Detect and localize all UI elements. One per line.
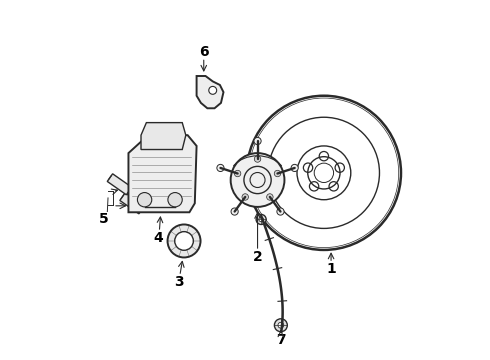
Circle shape [254, 138, 261, 145]
Polygon shape [120, 193, 144, 214]
Polygon shape [196, 76, 223, 108]
Circle shape [217, 165, 224, 171]
Circle shape [137, 193, 152, 207]
Text: 1: 1 [326, 262, 336, 276]
Text: 5: 5 [98, 212, 108, 226]
Text: 3: 3 [174, 275, 183, 289]
Text: 7: 7 [276, 333, 286, 347]
Circle shape [231, 153, 285, 207]
Polygon shape [141, 123, 186, 149]
Circle shape [267, 194, 273, 200]
Circle shape [242, 194, 248, 200]
Text: 4: 4 [153, 231, 163, 245]
Circle shape [234, 170, 241, 177]
Circle shape [168, 193, 182, 207]
Circle shape [209, 86, 217, 94]
Circle shape [175, 231, 194, 250]
Circle shape [291, 165, 298, 171]
Polygon shape [128, 135, 196, 212]
Circle shape [278, 322, 284, 328]
Circle shape [256, 215, 266, 225]
Circle shape [277, 208, 284, 215]
Circle shape [274, 170, 281, 177]
Circle shape [231, 208, 238, 215]
Circle shape [274, 319, 287, 332]
Circle shape [259, 217, 264, 222]
Text: 2: 2 [253, 250, 263, 264]
Text: 6: 6 [199, 45, 209, 59]
Circle shape [254, 156, 261, 162]
Polygon shape [107, 174, 132, 195]
Circle shape [168, 225, 200, 257]
